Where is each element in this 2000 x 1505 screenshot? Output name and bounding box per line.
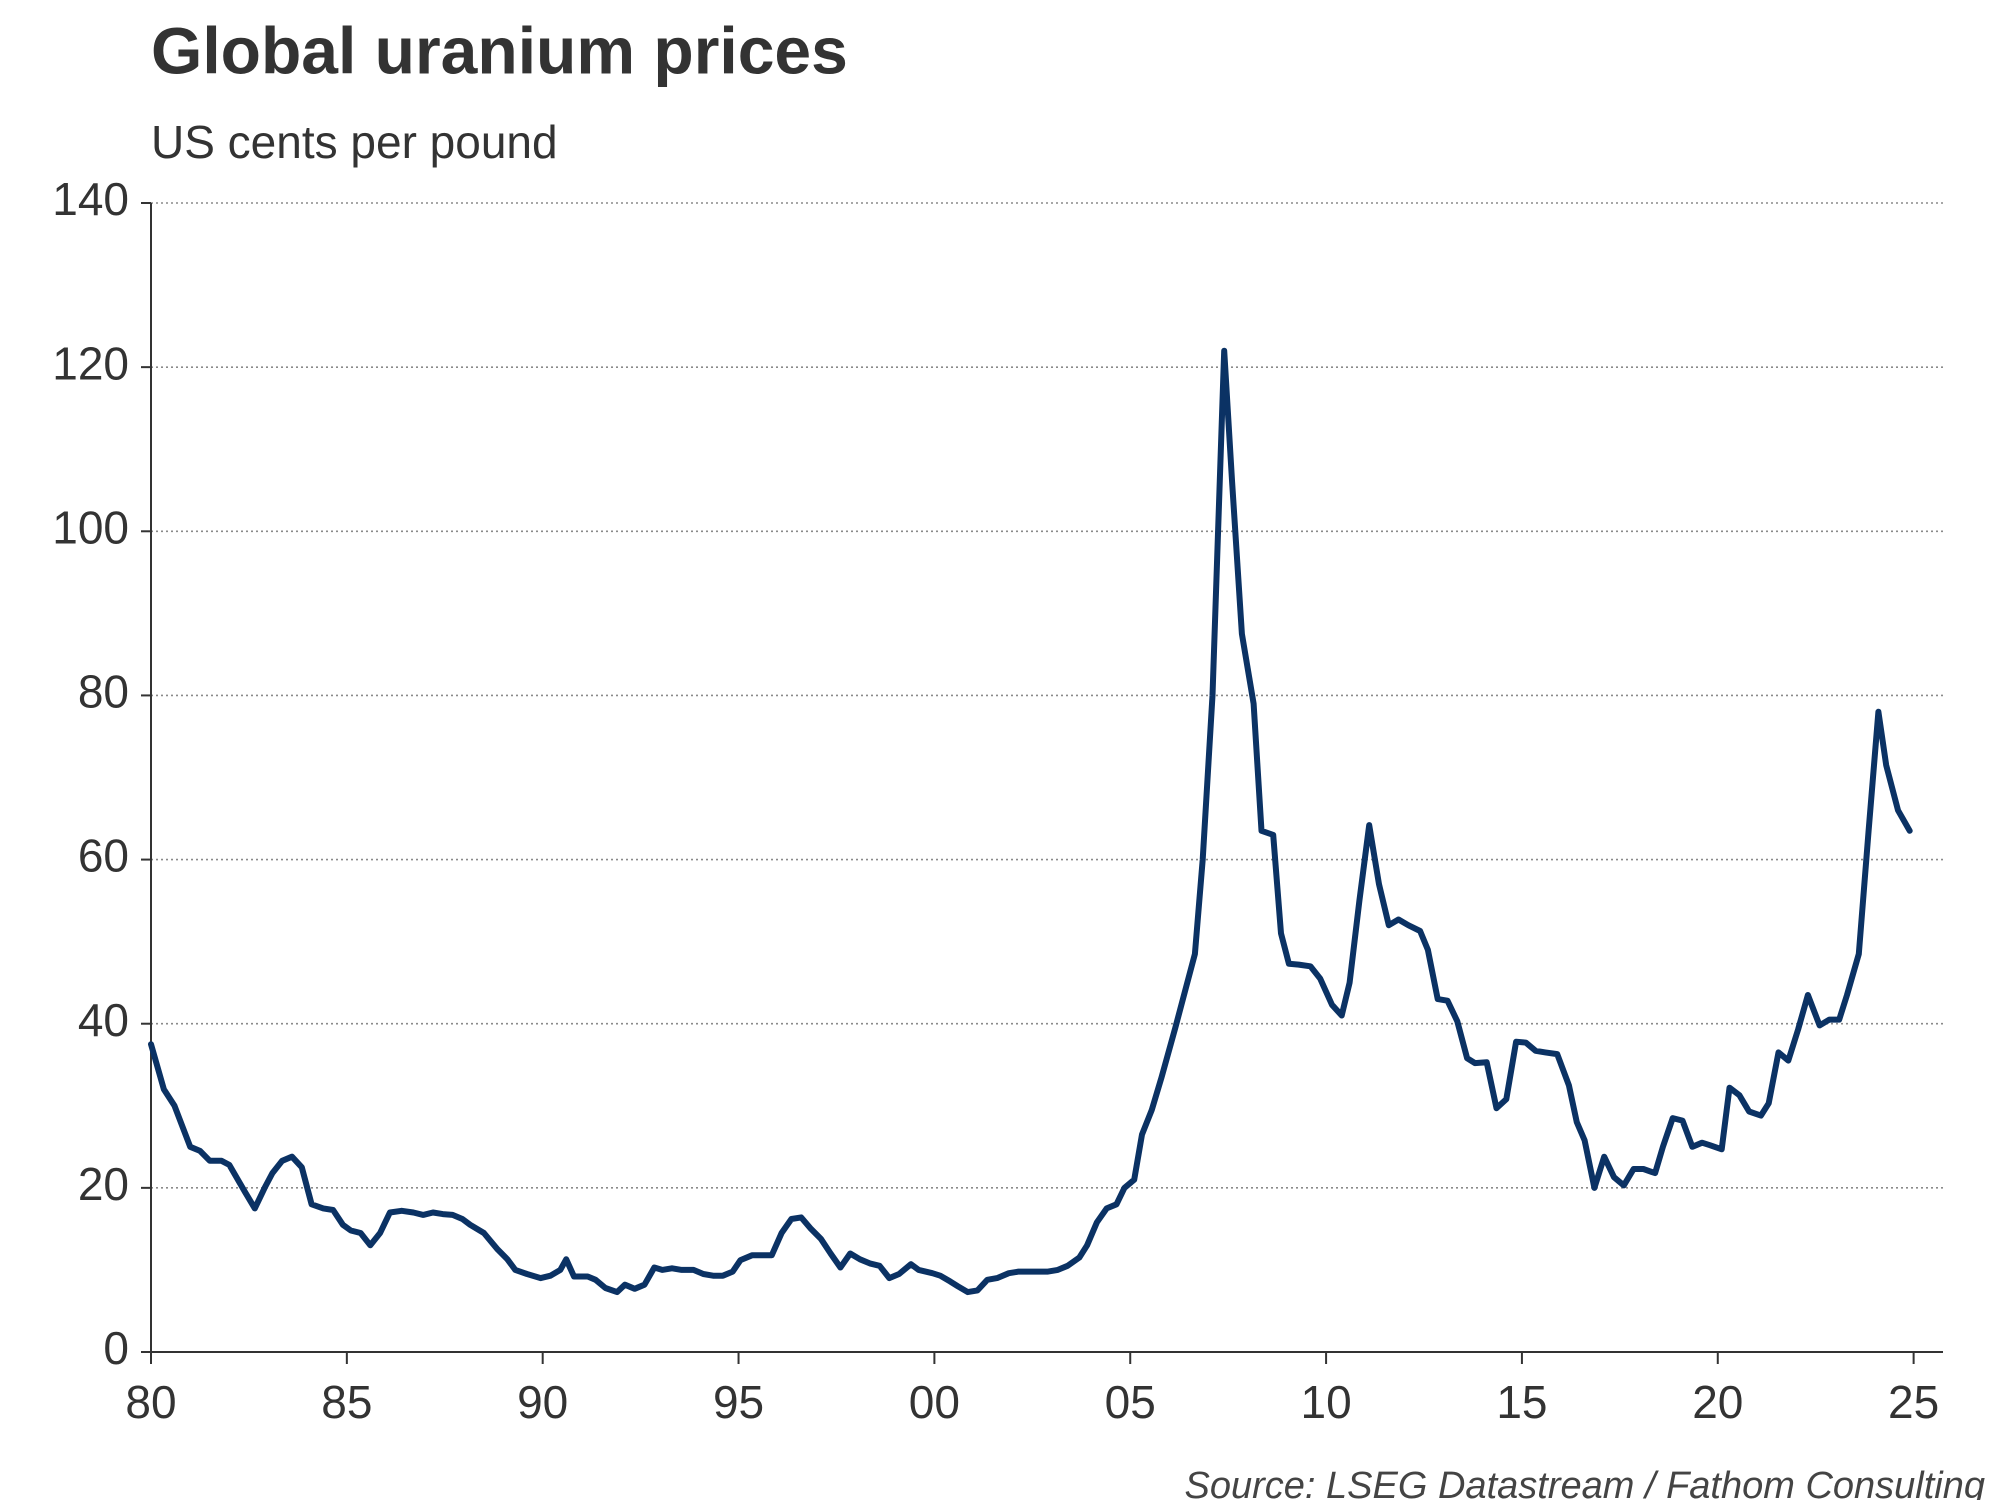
- x-tick-label: 25: [1888, 1376, 1939, 1428]
- y-tick-label: 140: [52, 173, 129, 225]
- x-tick-label: 15: [1496, 1376, 1547, 1428]
- y-tick-label: 60: [78, 830, 129, 882]
- y-tick-label: 80: [78, 666, 129, 718]
- chart-title: Global uranium prices: [151, 13, 848, 87]
- y-tick-label: 120: [52, 337, 129, 389]
- price-line: [148, 347, 1913, 1296]
- x-tick-label: 90: [517, 1376, 568, 1428]
- x-tick-label: 95: [713, 1376, 764, 1428]
- x-tick-label: 80: [125, 1376, 176, 1428]
- x-tick-label: 00: [909, 1376, 960, 1428]
- y-tick-label: 100: [52, 501, 129, 553]
- x-tick-label: 85: [321, 1376, 372, 1428]
- source-note: Source: LSEG Datastream / Fathom Consult…: [1185, 1465, 1985, 1500]
- x-tick-label: 05: [1105, 1376, 1156, 1428]
- y-tick-label: 20: [78, 1158, 129, 1210]
- x-tick-label: 20: [1692, 1376, 1743, 1428]
- chart-subtitle: US cents per pound: [151, 116, 558, 168]
- y-tick-label: 40: [78, 994, 129, 1046]
- x-tick-label: 10: [1300, 1376, 1351, 1428]
- y-tick-label: 0: [103, 1322, 129, 1374]
